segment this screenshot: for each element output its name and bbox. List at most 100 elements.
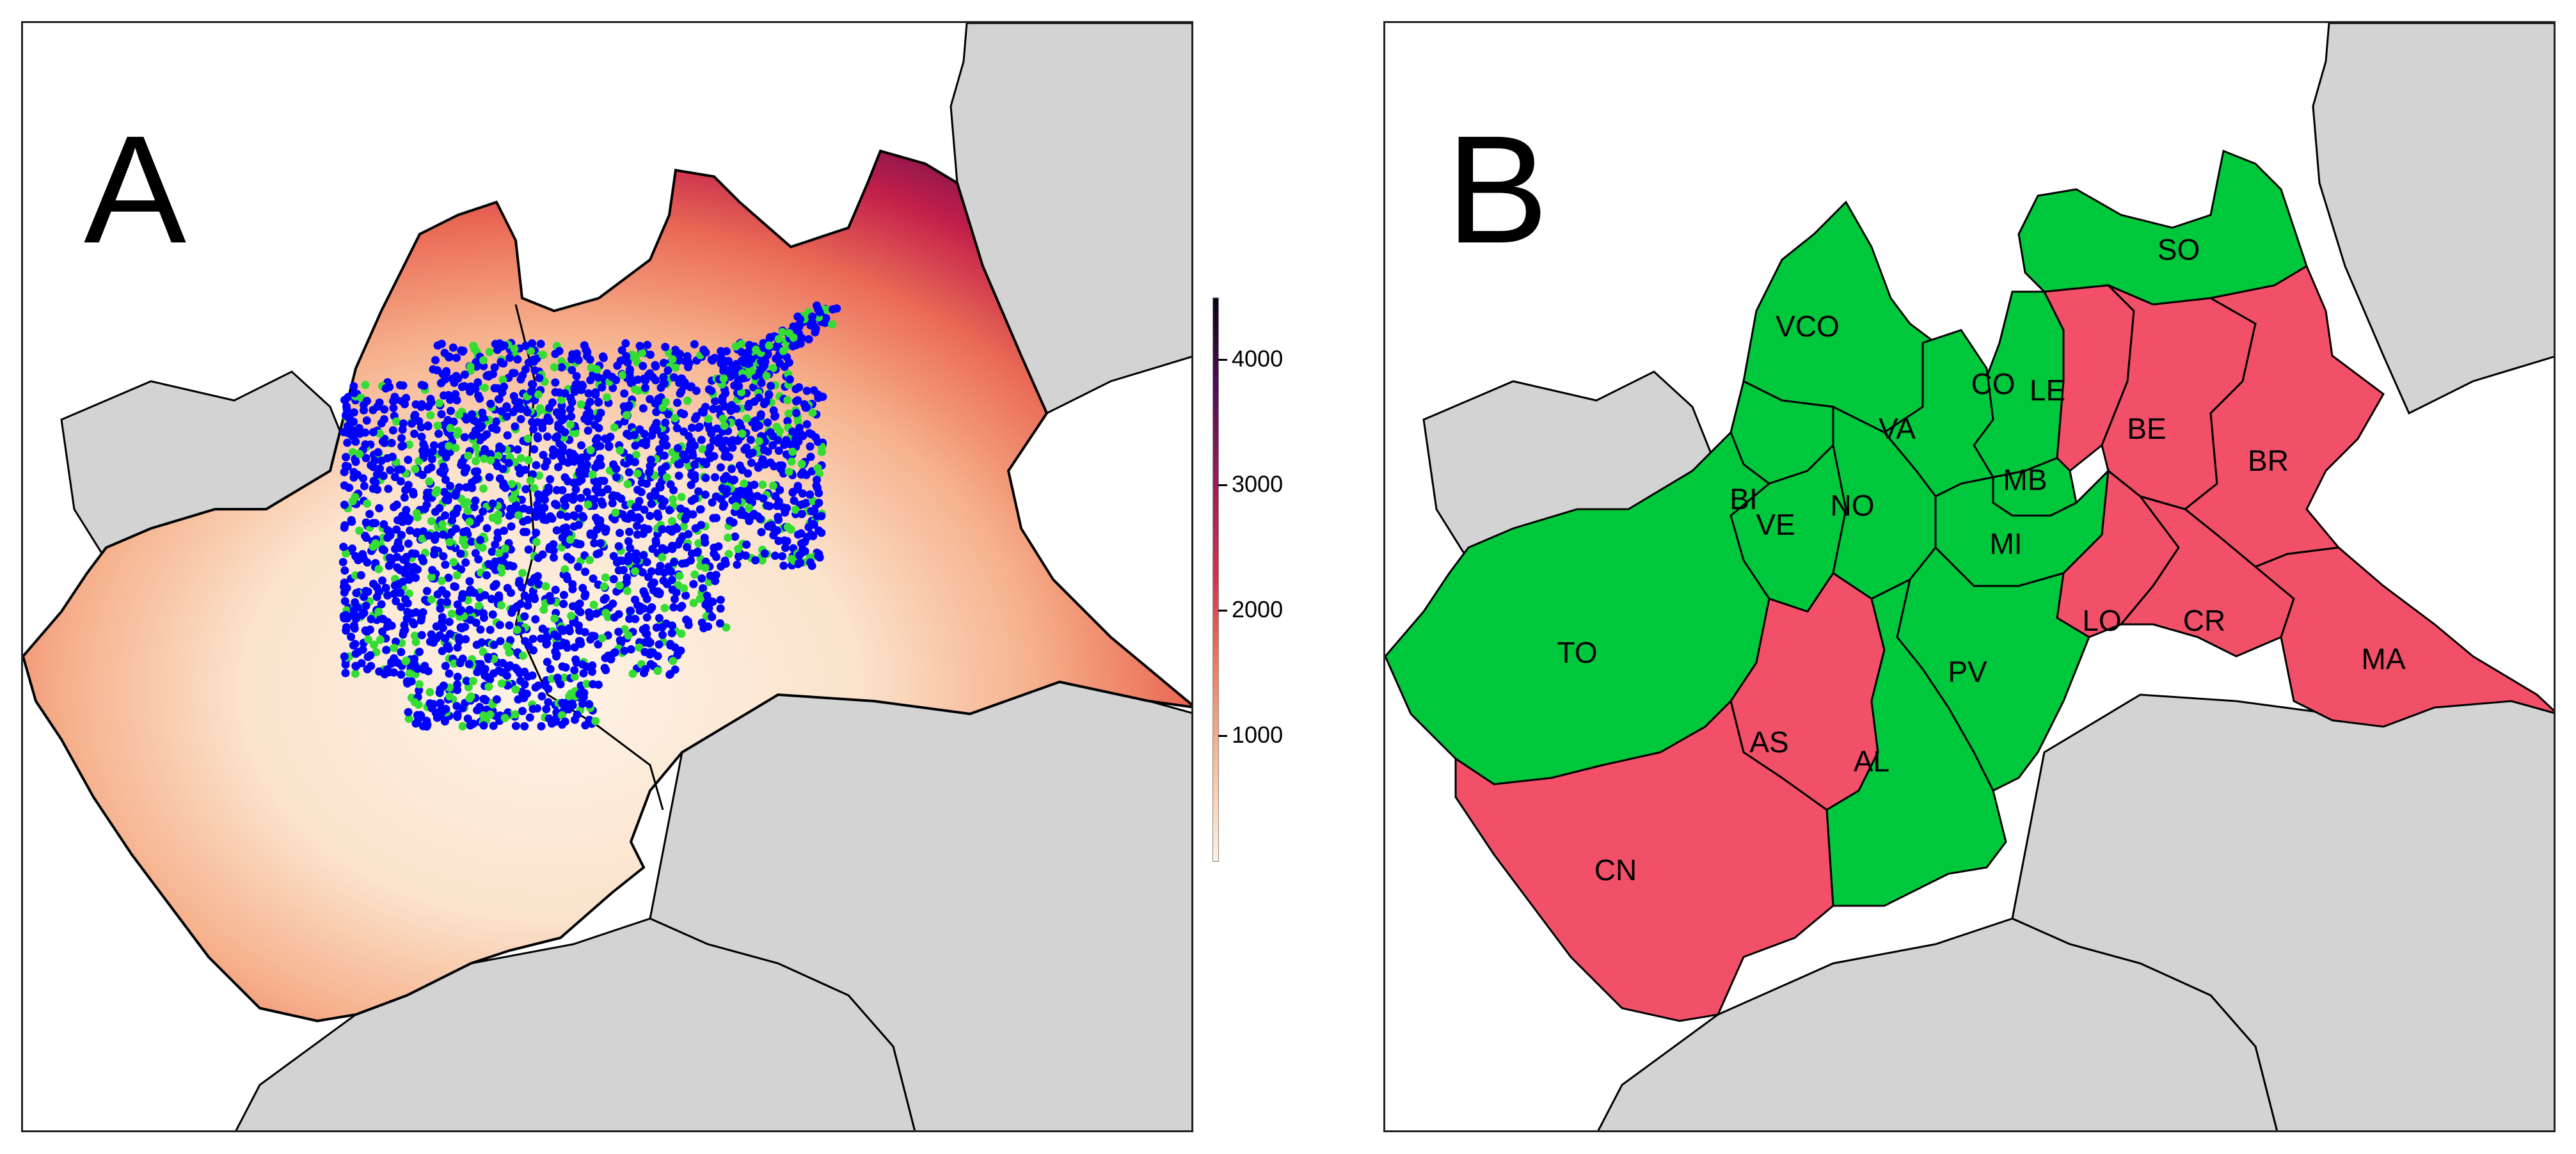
observation-point bbox=[612, 375, 621, 384]
observation-point bbox=[551, 500, 559, 509]
observation-point bbox=[392, 553, 401, 562]
observation-point bbox=[745, 399, 754, 408]
observation-point bbox=[355, 526, 364, 535]
observation-point bbox=[697, 574, 706, 583]
observation-point bbox=[681, 512, 690, 521]
observation-point bbox=[503, 583, 512, 592]
observation-point bbox=[668, 541, 676, 550]
observation-point bbox=[560, 673, 569, 682]
observation-point bbox=[469, 677, 477, 686]
observation-point bbox=[475, 514, 484, 523]
observation-point bbox=[486, 626, 495, 635]
province-label-as: AS bbox=[1749, 725, 1788, 759]
observation-point bbox=[524, 545, 533, 554]
observation-point bbox=[545, 542, 554, 551]
observation-point bbox=[759, 445, 768, 454]
observation-point bbox=[758, 363, 767, 372]
observation-point bbox=[710, 543, 719, 552]
observation-point bbox=[711, 397, 719, 406]
observation-point bbox=[703, 592, 712, 600]
observation-point bbox=[678, 559, 687, 568]
observation-point bbox=[521, 466, 529, 474]
observation-point bbox=[666, 640, 675, 649]
observation-point bbox=[520, 680, 529, 689]
observation-point bbox=[513, 355, 522, 364]
observation-point bbox=[656, 562, 665, 571]
observation-point bbox=[726, 406, 735, 415]
observation-point bbox=[343, 462, 352, 471]
observation-point bbox=[760, 549, 769, 558]
observation-point bbox=[735, 461, 744, 470]
observation-point bbox=[571, 429, 580, 438]
observation-point bbox=[363, 499, 372, 508]
observation-point bbox=[369, 484, 378, 493]
observation-point bbox=[369, 519, 377, 528]
observation-point bbox=[349, 408, 358, 417]
observation-point bbox=[793, 485, 802, 494]
observation-point bbox=[374, 565, 383, 574]
observation-point bbox=[380, 438, 389, 447]
observation-point bbox=[708, 498, 717, 507]
observation-point bbox=[635, 342, 644, 351]
observation-point bbox=[788, 447, 797, 456]
observation-point bbox=[424, 465, 433, 474]
observation-point bbox=[490, 384, 499, 393]
observation-point bbox=[601, 594, 610, 603]
observation-point bbox=[658, 544, 667, 553]
observation-point bbox=[375, 429, 384, 438]
observation-point bbox=[593, 482, 602, 491]
observation-point bbox=[384, 484, 393, 493]
observation-point bbox=[557, 395, 566, 404]
province-label-no: NO bbox=[1831, 489, 1875, 522]
observation-point bbox=[603, 485, 612, 494]
observation-point bbox=[551, 378, 560, 387]
observation-point bbox=[498, 388, 507, 397]
observation-point bbox=[417, 631, 426, 640]
observation-point bbox=[814, 393, 823, 402]
observation-point bbox=[399, 381, 408, 390]
observation-point bbox=[623, 358, 632, 367]
observation-point bbox=[683, 396, 692, 405]
observation-point bbox=[493, 345, 502, 354]
observation-point bbox=[433, 422, 442, 430]
observation-point bbox=[683, 542, 692, 551]
observation-point bbox=[640, 524, 649, 533]
observation-point bbox=[479, 413, 488, 422]
observation-point bbox=[574, 606, 583, 615]
observation-point bbox=[446, 423, 455, 432]
observation-point bbox=[459, 534, 468, 543]
observation-point bbox=[624, 468, 633, 477]
observation-point bbox=[417, 613, 426, 621]
observation-point bbox=[520, 591, 529, 600]
observation-point bbox=[582, 679, 591, 688]
observation-point bbox=[427, 630, 436, 639]
observation-point bbox=[795, 383, 804, 391]
observation-point bbox=[733, 560, 742, 569]
observation-point bbox=[555, 439, 564, 448]
observation-point bbox=[348, 448, 357, 457]
observation-point bbox=[768, 481, 777, 490]
observation-point bbox=[812, 481, 821, 490]
observation-point bbox=[497, 444, 506, 453]
observation-point bbox=[448, 516, 456, 525]
observation-point bbox=[687, 556, 695, 565]
observation-point bbox=[349, 468, 358, 477]
observation-point bbox=[538, 624, 547, 633]
observation-point bbox=[584, 426, 592, 435]
observation-point bbox=[758, 556, 767, 565]
observation-point bbox=[557, 363, 566, 372]
observation-point bbox=[814, 304, 823, 313]
observation-point bbox=[745, 340, 754, 349]
observation-point bbox=[515, 576, 524, 585]
observation-point bbox=[404, 707, 413, 716]
observation-point bbox=[626, 544, 635, 553]
observation-point bbox=[571, 485, 580, 494]
observation-point bbox=[511, 501, 520, 510]
observation-point bbox=[806, 442, 815, 451]
observation-point bbox=[803, 533, 811, 542]
observation-point bbox=[465, 660, 473, 668]
observation-point bbox=[477, 422, 486, 431]
observation-point bbox=[360, 482, 369, 491]
observation-point bbox=[632, 556, 641, 565]
observation-point bbox=[388, 452, 397, 461]
